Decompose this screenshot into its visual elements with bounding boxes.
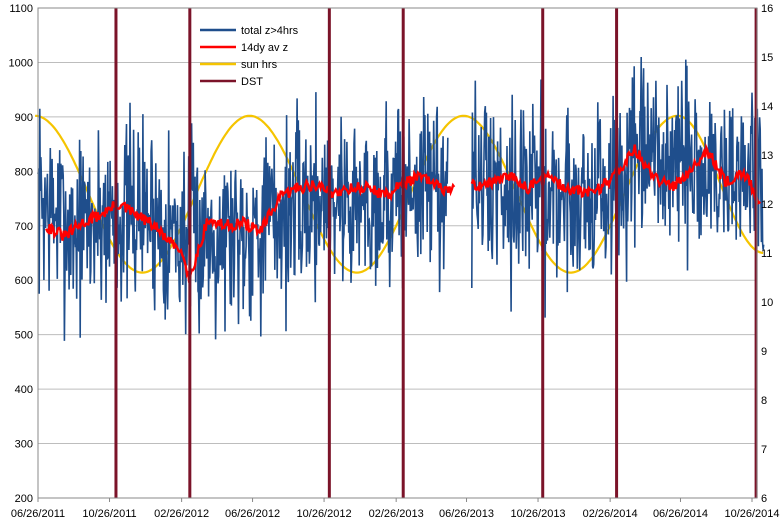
x-tick-label: 02/26/2014 [583, 508, 638, 520]
y-right-tick-label: 15 [761, 52, 773, 64]
total-z-line [37, 92, 449, 341]
y-left-tick-label: 800 [15, 166, 33, 178]
x-tick-label: 10/26/2013 [511, 508, 566, 520]
y-left-tick-label: 1000 [9, 57, 33, 69]
x-tick-label: 10/26/2011 [82, 508, 136, 520]
x-tick-label: 06/26/2014 [653, 508, 708, 520]
x-tick-label: 02/26/2012 [154, 508, 209, 520]
legend: total z>4hrs 14dy av z sun hrs DST [200, 25, 299, 88]
y-right-tick-label: 10 [761, 297, 773, 309]
axes: 200 300 400 500 600 700 800 900 1000 1100 6 7 8 9 10 11… [9, 3, 780, 520]
y-left-tick-label: 600 [15, 275, 33, 287]
y-left-tick-label: 900 [15, 112, 33, 124]
y-left-tick-label: 1100 [9, 3, 33, 15]
x-tick-label: 02/26/2013 [369, 508, 424, 520]
y-left-tick-label: 300 [15, 439, 33, 451]
y-right-tick-label: 7 [761, 444, 767, 456]
y-left-tick-label: 500 [15, 330, 33, 342]
y-right-tick-label: 16 [761, 3, 773, 15]
y-left-tick-label: 400 [15, 384, 33, 396]
x-tick-label: 10/26/2014 [724, 508, 779, 520]
legend-label: DST [241, 76, 263, 88]
y-right-tick-label: 14 [761, 101, 773, 113]
dst-lines [114, 8, 758, 498]
y-left-tick-label: 200 [15, 493, 33, 505]
y-right-tick-label: 13 [761, 150, 773, 162]
y-right-tick-label: 12 [761, 199, 773, 211]
legend-label: total z>4hrs [241, 25, 299, 37]
avg-z-line [45, 169, 456, 283]
y-right-tick-label: 6 [761, 493, 767, 505]
plot-area-border [37, 7, 758, 499]
x-tick-label: 10/26/2012 [297, 508, 352, 520]
x-tick-label: 06/26/2013 [439, 508, 494, 520]
y-left-tick-label: 700 [15, 221, 33, 233]
y-right-tick-label: 8 [761, 395, 767, 407]
y-right-tick-label: 11 [761, 248, 772, 260]
y-right-tick-label: 9 [761, 346, 767, 358]
legend-label: 14dy av z [241, 42, 288, 54]
legend-label: sun hrs [241, 59, 278, 71]
x-tick-label: 06/26/2012 [225, 508, 280, 520]
x-tick-label: 06/26/2011 [11, 508, 65, 520]
